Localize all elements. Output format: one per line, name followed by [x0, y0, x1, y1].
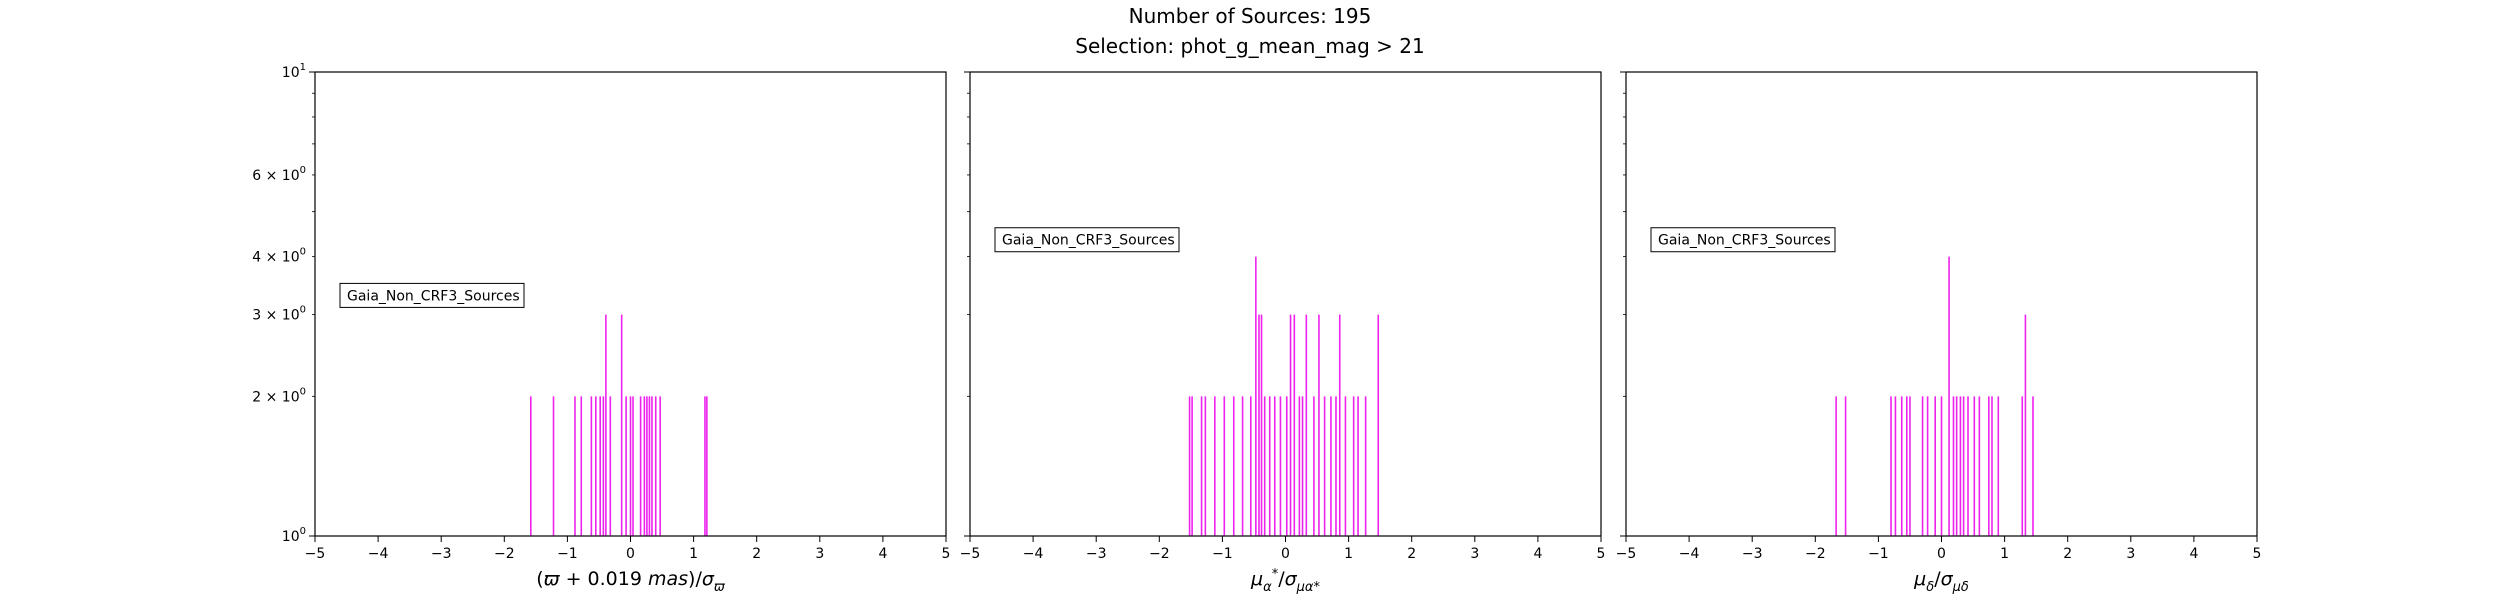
x-axis-label-part: σ	[1285, 568, 1298, 590]
x-tick-label: 1	[2000, 546, 2009, 562]
x-tick-label: 5	[1597, 546, 1606, 562]
x-axis-label-part: + 0.019	[560, 568, 648, 590]
legend-frame	[994, 227, 1180, 253]
x-tick-label: −2	[1149, 546, 1170, 562]
y-tick-times: ×	[261, 308, 282, 324]
x-axis-label-part: μ	[1250, 568, 1263, 590]
x-tick-label: 5	[2253, 546, 2262, 562]
x-tick-label: −3	[1742, 546, 1763, 562]
x-tick-label: −1	[1212, 546, 1233, 562]
y-tick-times: ×	[261, 168, 282, 184]
x-tick-label: 4	[878, 546, 887, 562]
x-axis-label: μδ/σμδ	[1913, 568, 1969, 595]
x-tick-label: 3	[1470, 546, 1479, 562]
x-axis-label-part: *	[1272, 567, 1279, 582]
legend-frame	[1650, 227, 1836, 253]
x-tick-label: 1	[689, 546, 698, 562]
y-tick-exponent: 0	[300, 386, 306, 397]
x-axis-label-part: /	[1278, 568, 1285, 590]
x-tick-label: 2	[1407, 546, 1416, 562]
x-tick-label: 3	[815, 546, 824, 562]
legend: Gaia_Non_CRF3_Sources	[1650, 227, 1836, 253]
y-tick-base: 10	[282, 389, 300, 405]
y-tick-base: 10	[282, 168, 300, 184]
y-tick-coef: 2	[252, 389, 261, 405]
y-tick-times: ×	[261, 250, 282, 266]
legend-label: Gaia_Non_CRF3_Sources	[1658, 233, 1831, 249]
histogram-bars	[1188, 256, 1380, 536]
legend-frame	[339, 282, 525, 308]
legend-label: Gaia_Non_CRF3_Sources	[347, 288, 520, 304]
x-axis-label-part: /	[1934, 568, 1941, 590]
x-tick-label: −5	[1616, 546, 1637, 562]
legend-label: Gaia_Non_CRF3_Sources	[1002, 233, 1175, 249]
x-tick-label: 2	[752, 546, 761, 562]
x-tick-label: 2	[2063, 546, 2072, 562]
x-tick-label: 0	[1937, 546, 1946, 562]
x-tick-label: −2	[1805, 546, 1826, 562]
x-axis-label-part: δ	[1926, 580, 1934, 595]
legend: Gaia_Non_CRF3_Sources	[994, 227, 1180, 253]
y-tick-coef: 6	[252, 168, 261, 184]
x-tick-label: −4	[368, 546, 389, 562]
x-tick-label: −1	[1868, 546, 1889, 562]
x-tick-label: 4	[1533, 546, 1542, 562]
x-axis-label-part: )/	[688, 568, 702, 590]
histogram-bars	[1835, 256, 2034, 536]
x-axis-label-part: ϖ	[544, 568, 561, 590]
y-tick-base: 10	[282, 65, 300, 81]
x-tick-label: 5	[942, 546, 951, 562]
legend: Gaia_Non_CRF3_Sources	[339, 282, 525, 308]
x-tick-label: −2	[494, 546, 515, 562]
x-axis-label-part: μδ	[1952, 580, 1969, 595]
y-tick-exponent: 0	[300, 526, 306, 537]
x-tick-label: 4	[2189, 546, 2198, 562]
x-tick-label: −1	[557, 546, 578, 562]
y-tick-label: 101	[282, 62, 306, 81]
x-axis-label-part: σ	[702, 568, 715, 590]
y-tick-base: 10	[282, 250, 300, 266]
x-tick-label: −4	[1023, 546, 1044, 562]
x-tick-label: −5	[960, 546, 981, 562]
y-tick-label: 100	[282, 526, 306, 545]
x-axis-label-part: σ	[1941, 568, 1954, 590]
y-tick-label: 2 × 100	[252, 386, 306, 405]
panel-3: −5 −4 −3 −2 −1 0 1 2 3 4 5μδ/σμδGaia_Non_CRF3_Sour…	[1616, 71, 2262, 595]
y-tick-label: 6 × 100	[252, 165, 306, 184]
x-tick-label: −3	[431, 546, 452, 562]
x-axis-label: μα*/σμα*	[1250, 567, 1320, 595]
x-tick-label: 0	[1281, 546, 1290, 562]
figure-title-line-1: Number of Sources: 195	[1129, 4, 1372, 28]
x-tick-label: −5	[305, 546, 326, 562]
x-axis-label-part: α	[1263, 580, 1272, 595]
y-tick-exponent: 1	[300, 62, 306, 73]
histogram-bars	[530, 314, 708, 536]
x-axis-label-part: (	[536, 568, 543, 590]
y-tick-exponent: 0	[300, 165, 306, 176]
y-tick-label: 3 × 100	[252, 305, 306, 324]
x-axis-label-part: ϖ	[714, 580, 726, 595]
y-tick-base: 10	[282, 308, 300, 324]
x-axis-label-part: mas	[648, 568, 688, 590]
y-tick-coef: 3	[252, 308, 261, 324]
y-tick-exponent: 0	[300, 247, 306, 258]
y-tick-times: ×	[261, 389, 282, 405]
x-tick-label: −4	[1679, 546, 1700, 562]
y-tick-coef: 4	[252, 250, 261, 266]
x-axis-label: (ϖ + 0.019 mas)/σϖ	[536, 568, 726, 595]
x-tick-label: 1	[1344, 546, 1353, 562]
figure-title-line-2: Selection: phot_g_mean_mag > 21	[1075, 34, 1424, 58]
x-tick-label: 3	[2126, 546, 2135, 562]
y-tick-base: 10	[282, 529, 300, 545]
x-axis-label-part: μ	[1913, 568, 1926, 590]
x-axis-label-part: μα*	[1296, 580, 1321, 595]
y-tick-exponent: 0	[300, 305, 306, 316]
x-tick-label: 0	[626, 546, 635, 562]
x-tick-label: −3	[1086, 546, 1107, 562]
y-tick-label: 4 × 100	[252, 247, 306, 266]
panel-2: −5 −4 −3 −2 −1 0 1 2 3 4 5μα*/σμα*Gaia_Non_CRF3_So…	[960, 71, 1606, 595]
